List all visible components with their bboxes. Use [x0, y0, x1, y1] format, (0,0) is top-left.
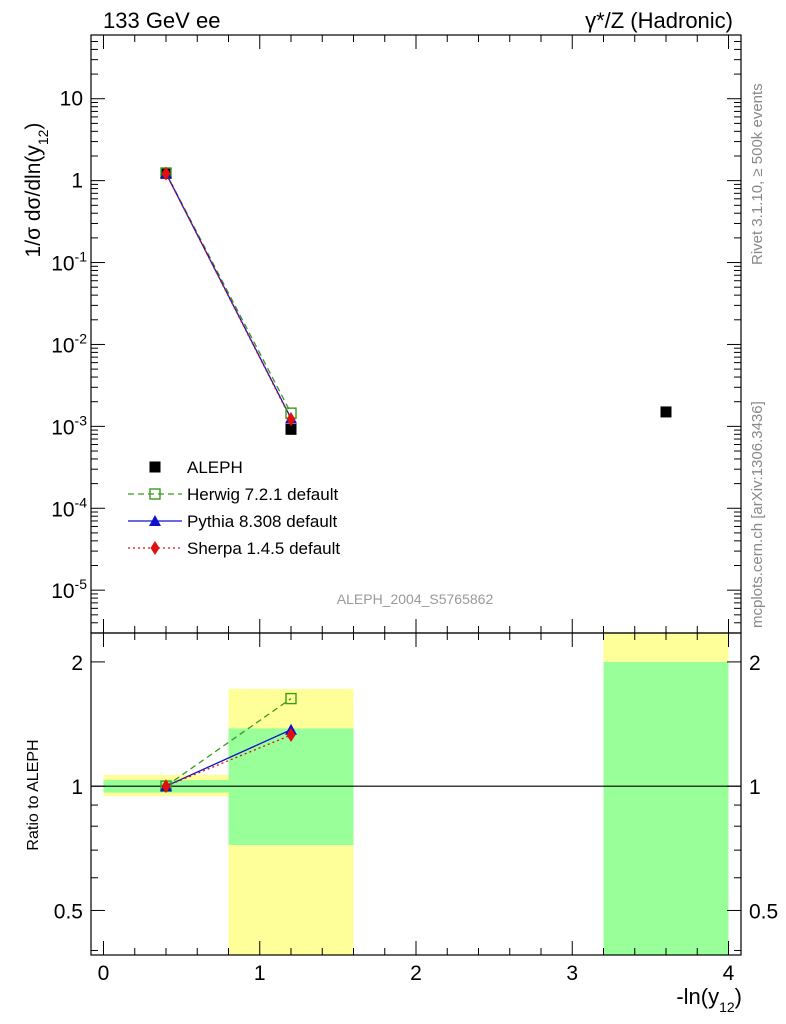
legend-marker-1: [149, 488, 161, 500]
xtick-label: 1: [254, 962, 266, 985]
legend-label-3: Sherpa 1.4.5 default: [187, 539, 340, 558]
rivet-version-note: Rivet 3.1.10, ≥ 500k events: [749, 83, 766, 265]
ratio-ytick-label-right: 2: [749, 652, 761, 675]
header-right-title: γ*/Z (Hadronic): [585, 8, 733, 33]
main-series-marker-0-2: [660, 406, 672, 418]
main-ytick-label: 10-5: [51, 576, 87, 603]
ratio-band-green-2: [603, 661, 729, 955]
ratio-ytick-label-left: 0.5: [54, 900, 83, 923]
legend-label-2: Pythia 8.308 default: [187, 512, 338, 531]
main-series-marker-3-0: [161, 166, 171, 181]
main-ytick-label: 1: [71, 170, 83, 193]
ratio-ytick-label-right: 1: [749, 776, 761, 799]
xtick-label: 3: [566, 962, 578, 985]
xtick-label: 4: [723, 962, 735, 985]
main-ytick-label: 10-1: [51, 249, 87, 276]
svg-text:-ln(y12): -ln(y12): [676, 984, 742, 1015]
ratio-ytick-label-left: 2: [71, 652, 83, 675]
legend-marker-2: [149, 515, 161, 526]
ratio-series-line-1: [165, 729, 292, 787]
xtick-label: 0: [98, 962, 110, 985]
mcplots-note: mcplots.cern.ch [arXiv:1306.3436]: [749, 401, 766, 628]
legend-label-1: Herwig 7.2.1 default: [187, 485, 338, 504]
main-series-marker-3-1: [286, 412, 296, 427]
svg-text:1/σ dσ/dln(y12): 1/σ dσ/dln(y12): [22, 123, 51, 258]
ratio-series-marker-2-1: [286, 728, 296, 743]
legend-label-0: ALEPH: [187, 458, 243, 477]
xlabel: -ln(y12): [676, 984, 742, 1015]
ratio-series-marker-2-0: [161, 779, 171, 794]
ratio-series-marker-0-1: [285, 692, 297, 705]
ratio-ytick-label-left: 1: [71, 776, 83, 799]
legend-marker-3: [150, 541, 160, 555]
header-left-title: 133 GeV ee: [103, 8, 220, 33]
main-ylabel: 1/σ dσ/dln(y12): [22, 123, 51, 258]
main-series-marker-0-1: [285, 423, 297, 435]
ratio-ytick-label-right: 0.5: [749, 900, 778, 923]
main-ytick-label: 10-4: [51, 494, 87, 521]
main-ytick-label: 10-2: [51, 330, 87, 357]
analysis-watermark: ALEPH_2004_S5765862: [337, 591, 494, 607]
main-ytick-label: 10-3: [51, 412, 87, 439]
main-ytick-label: 10: [60, 88, 83, 111]
xtick-label: 2: [410, 962, 422, 985]
legend-marker-0: [149, 461, 161, 473]
ratio-ylabel: Ratio to ALEPH: [25, 739, 42, 850]
main-series-line-3: [165, 173, 292, 420]
ratio-series-line-0: [165, 698, 292, 787]
